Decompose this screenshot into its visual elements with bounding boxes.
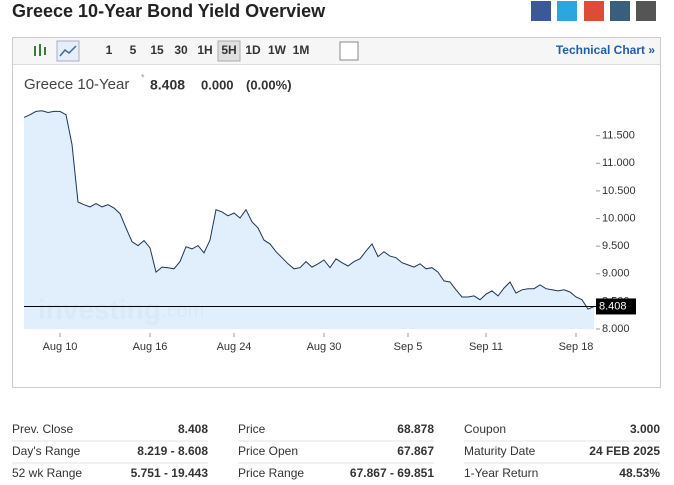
stat-label: Price Open [238, 444, 298, 458]
y-tick-label: 10.000 [602, 212, 636, 224]
area-glyph [59, 45, 77, 57]
quote-star: * [141, 72, 145, 82]
quote-change: 0.000 [201, 77, 234, 92]
candle-glyph [34, 44, 46, 56]
stat-value: 67.867 [397, 444, 434, 458]
stat-label: 52 wk Range [12, 466, 82, 480]
stat-label: Price [238, 422, 266, 436]
quote-change-pct: (0.00%) [246, 77, 292, 92]
stat-value: 48.53% [619, 466, 660, 480]
x-tick-label: Sep 18 [559, 341, 594, 353]
interval-button[interactable]: 5 [130, 43, 137, 57]
y-tick-label: 11.000 [602, 157, 635, 169]
stat-value: 8.219 - 8.608 [137, 444, 208, 458]
stat-value: 68.878 [397, 422, 434, 436]
x-tick-label: Sep 5 [394, 341, 423, 353]
technical-chart-link[interactable]: Technical Chart » [556, 43, 655, 57]
stat-label: Price Range [238, 466, 304, 480]
quote-last: 8.408 [150, 77, 185, 93]
stat-value: 3.000 [630, 422, 660, 436]
stat-label: Coupon [464, 422, 506, 436]
stat-label: Maturity Date [464, 444, 536, 458]
page-title: Greece 10-Year Bond Yield Overview [12, 1, 326, 21]
y-tick-label: 10.500 [602, 185, 636, 197]
interval-button[interactable]: 1 [106, 43, 113, 57]
last-price-box [596, 298, 636, 315]
stocktwits-icon[interactable] [610, 1, 630, 21]
settings-icon[interactable] [339, 41, 359, 61]
google-icon[interactable] [584, 1, 604, 21]
x-tick-label: Sep 11 [469, 341, 503, 353]
stat-value: 8.408 [178, 422, 208, 436]
line [23, 110, 595, 310]
interval-button[interactable]: 5H [221, 43, 236, 57]
x-tick-label: Aug 16 [133, 341, 168, 353]
stat-label: 1-Year Return [464, 466, 538, 480]
interval-button[interactable]: 1H [197, 43, 212, 57]
toolbar [13, 38, 660, 64]
interval-button[interactable]: 15 [150, 43, 164, 57]
quote-name: Greece 10-Year [24, 76, 129, 93]
interval-button[interactable]: 30 [174, 43, 188, 57]
stat-label: Prev. Close [12, 422, 73, 436]
area-icon[interactable] [56, 40, 80, 62]
y-tick-label: 8.000 [602, 323, 630, 335]
area-fill [24, 110, 594, 329]
twitter-icon[interactable] [557, 1, 577, 21]
interval-selected [217, 40, 241, 62]
stat-value: 24 FEB 2025 [589, 444, 660, 458]
facebook-icon[interactable] [531, 1, 551, 21]
last-price-label: 8.408 [599, 300, 627, 312]
stat-value: 5.751 - 19.443 [131, 466, 209, 480]
y-tick-label: 9.000 [602, 268, 630, 280]
y-tick-label: 9.500 [602, 240, 630, 252]
y-tick-label: 11.500 [602, 130, 635, 142]
interval-button[interactable]: 1M [293, 43, 310, 57]
x-tick-label: Aug 30 [307, 341, 342, 353]
stat-label: Day's Range [12, 444, 81, 458]
x-tick-label: Aug 10 [43, 341, 78, 353]
x-tick-label: Aug 24 [217, 341, 252, 353]
interval-button[interactable]: 1W [268, 43, 287, 57]
email-icon[interactable] [636, 1, 656, 21]
stat-value: 67.867 - 69.851 [350, 466, 434, 480]
interval-button[interactable]: 1D [245, 43, 261, 57]
